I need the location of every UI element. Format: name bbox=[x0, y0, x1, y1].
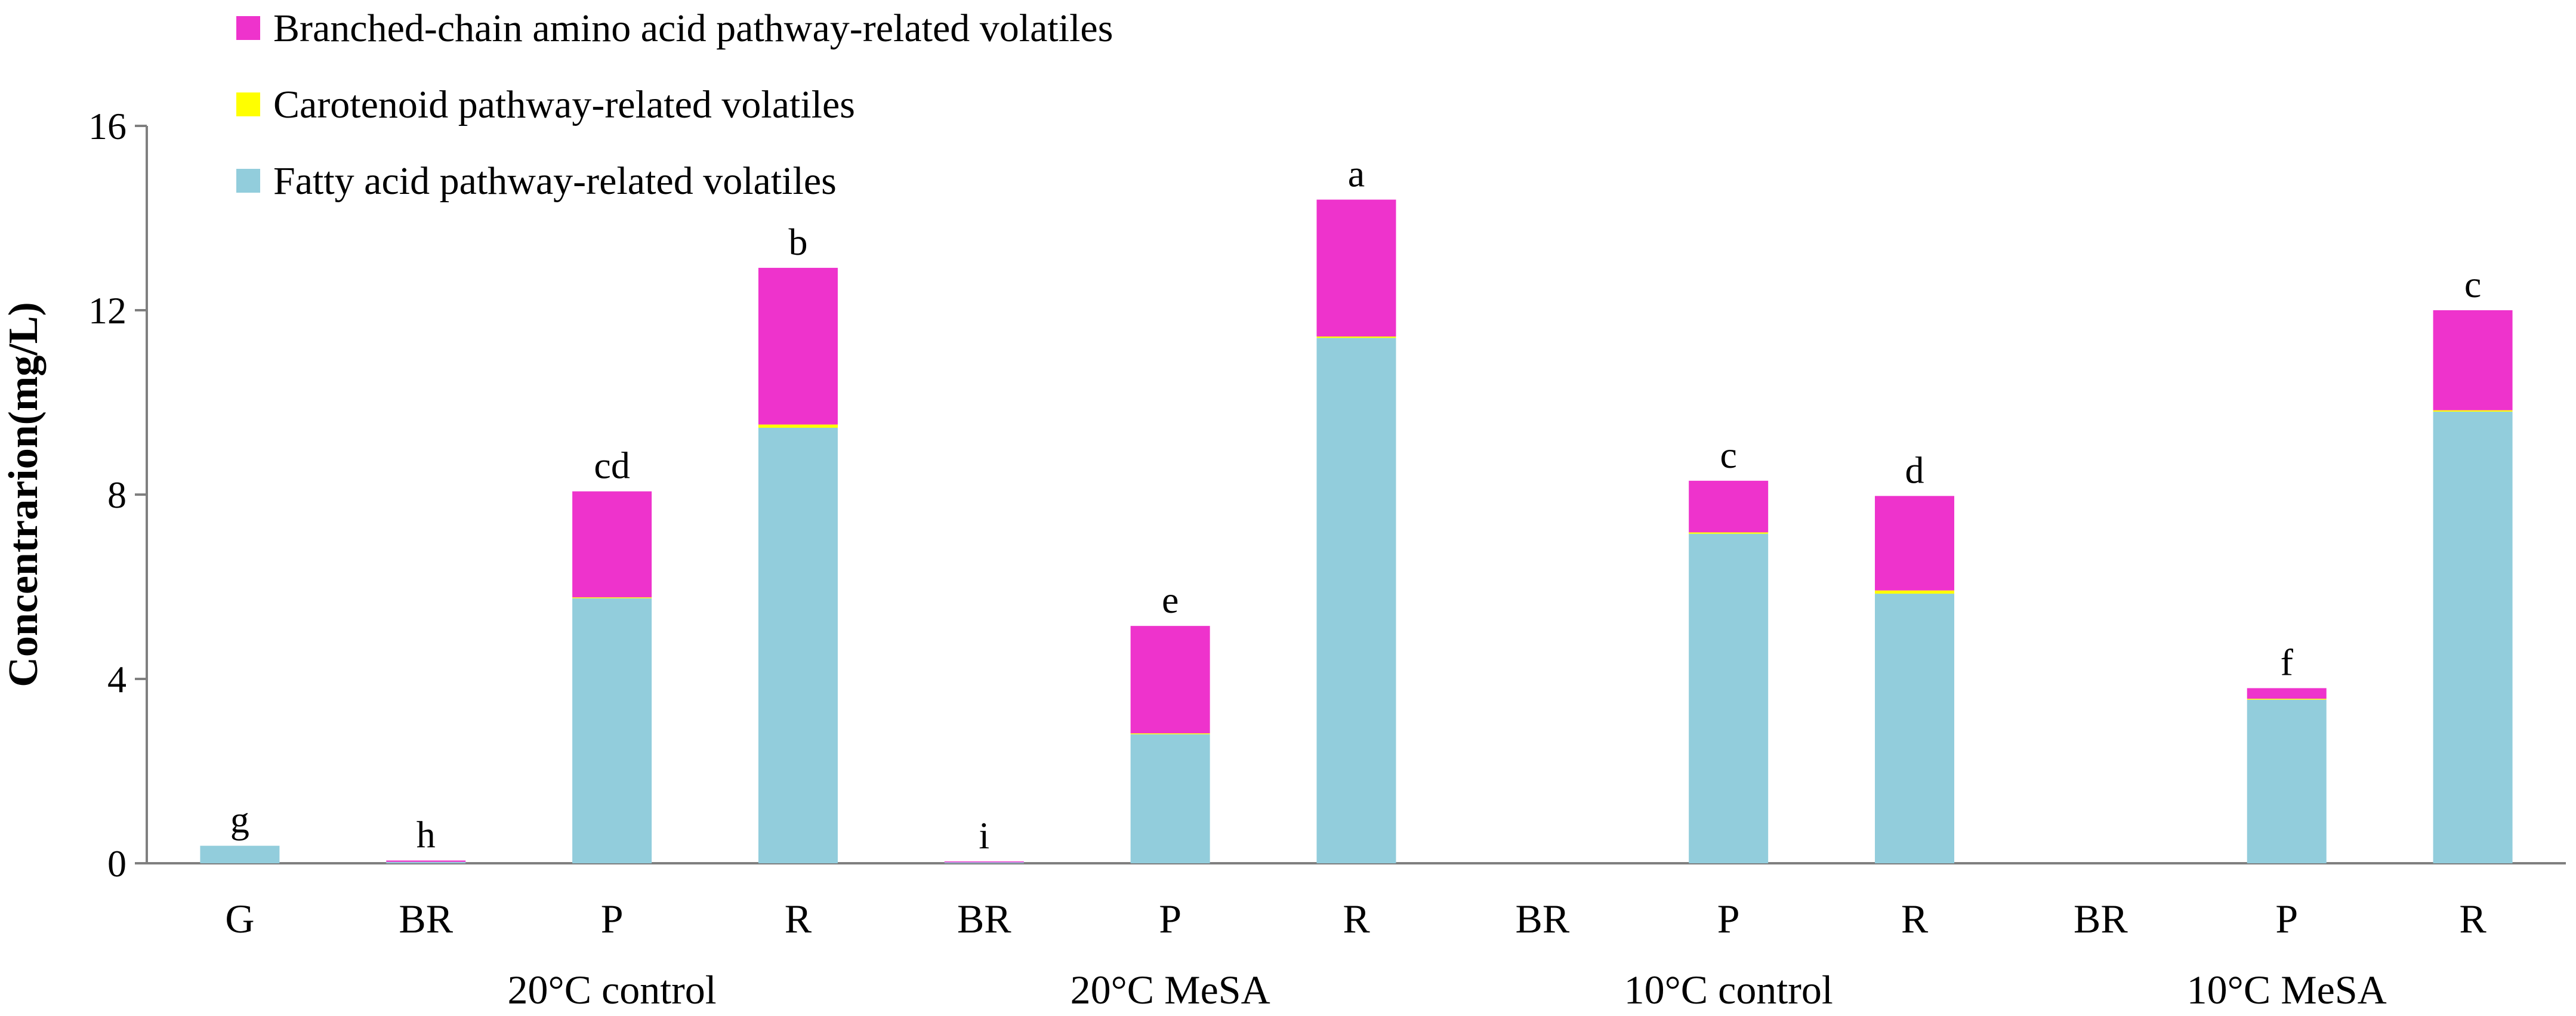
x-category-label: R bbox=[1901, 896, 1929, 941]
legend: Branched-chain amino acid pathway-relate… bbox=[236, 7, 1113, 203]
y-axis: 0 4 8 12 16 Concentrarion(mg/L) bbox=[1, 105, 148, 885]
bar-segment-series-1 bbox=[1689, 532, 1769, 534]
significance-label: f bbox=[2281, 641, 2294, 683]
bar-segment-series-0 bbox=[1689, 533, 1769, 863]
bar-segment-series-0 bbox=[2433, 411, 2513, 863]
x-category-label: G bbox=[225, 896, 254, 941]
significance-label: g bbox=[230, 799, 249, 841]
y-tick-label: 8 bbox=[107, 474, 127, 516]
legend-label: Branched-chain amino acid pathway-relate… bbox=[273, 7, 1113, 50]
significance-label: b bbox=[788, 221, 807, 263]
bar-segment-series-2 bbox=[1130, 626, 1210, 734]
bar-segment-series-1 bbox=[758, 424, 838, 428]
significance-label: c bbox=[2464, 263, 2481, 305]
bar-segment-series-2 bbox=[944, 861, 1024, 863]
x-group-label: 10°C MeSA bbox=[2187, 967, 2387, 1012]
x-category-label: P bbox=[1717, 896, 1740, 941]
y-axis-title: Concentrarion(mg/L) bbox=[1, 302, 47, 687]
y-tick-label: 12 bbox=[88, 289, 127, 332]
significance-label: a bbox=[1348, 153, 1365, 195]
y-tick-label: 4 bbox=[107, 658, 127, 700]
legend-swatch bbox=[236, 16, 260, 40]
bar-segment-series-1 bbox=[2247, 699, 2327, 700]
x-category-label: P bbox=[601, 896, 624, 941]
bar-segment-series-2 bbox=[572, 491, 652, 598]
bar-segment-series-2 bbox=[1316, 199, 1396, 337]
significance-label: d bbox=[1905, 449, 1924, 491]
bar-segment-series-2 bbox=[758, 267, 838, 425]
legend-label: Carotenoid pathway-related volatiles bbox=[273, 83, 855, 126]
bar-segment-series-1 bbox=[1130, 733, 1210, 734]
bar-segment-series-0 bbox=[200, 845, 280, 863]
significance-label: e bbox=[1162, 579, 1179, 621]
bar-segment-series-0 bbox=[1316, 338, 1396, 863]
bar-segment-series-0 bbox=[386, 861, 466, 863]
significance-label: cd bbox=[594, 444, 630, 487]
y-tick-label: 16 bbox=[88, 105, 127, 147]
x-group-label: 20°C control bbox=[508, 967, 717, 1012]
y-tick-label: 0 bbox=[107, 842, 127, 885]
x-category-label: R bbox=[785, 896, 812, 941]
x-category-label: R bbox=[1343, 896, 1370, 941]
x-category-label: P bbox=[2275, 896, 2298, 941]
x-category-label: BR bbox=[399, 896, 453, 941]
legend-label: Fatty acid pathway-related volatiles bbox=[273, 159, 837, 203]
bar-segment-series-1 bbox=[1316, 336, 1396, 338]
legend-swatch bbox=[236, 92, 260, 116]
bar-segment-series-0 bbox=[944, 862, 1024, 863]
bars bbox=[200, 199, 2513, 863]
bar-segment-series-2 bbox=[1689, 480, 1769, 533]
bar-segment-series-0 bbox=[2247, 699, 2327, 863]
x-category-label: R bbox=[2459, 896, 2486, 941]
bar-segment-series-0 bbox=[572, 598, 652, 863]
x-category-label: BR bbox=[1515, 896, 1569, 941]
bar-segment-series-0 bbox=[1875, 594, 1955, 863]
significance-label: h bbox=[417, 813, 436, 856]
bar-segment-series-0 bbox=[1130, 734, 1210, 863]
significance-label: c bbox=[1720, 434, 1736, 476]
bar-segment-series-2 bbox=[2247, 688, 2327, 699]
legend-swatch bbox=[236, 169, 260, 193]
x-group-label: 10°C control bbox=[1624, 967, 1833, 1012]
x-axis: G BR P R BR P R BR P R BR P R 20°C control 20°C MeSA 10… bbox=[147, 862, 2566, 1012]
bar-segment-series-1 bbox=[2433, 410, 2513, 412]
bar-segment-series-2 bbox=[386, 860, 466, 862]
x-category-label: BR bbox=[2074, 896, 2128, 941]
x-category-label: BR bbox=[957, 896, 1011, 941]
bar-segment-series-1 bbox=[572, 597, 652, 598]
bar-segment-series-1 bbox=[1875, 590, 1955, 594]
bar-segment-series-2 bbox=[1875, 496, 1955, 591]
x-group-label: 20°C MeSA bbox=[1070, 967, 1270, 1012]
bar-segment-series-0 bbox=[758, 427, 838, 863]
x-category-label: P bbox=[1159, 896, 1181, 941]
bar-segment-series-2 bbox=[2433, 310, 2513, 410]
significance-label: i bbox=[979, 814, 989, 857]
